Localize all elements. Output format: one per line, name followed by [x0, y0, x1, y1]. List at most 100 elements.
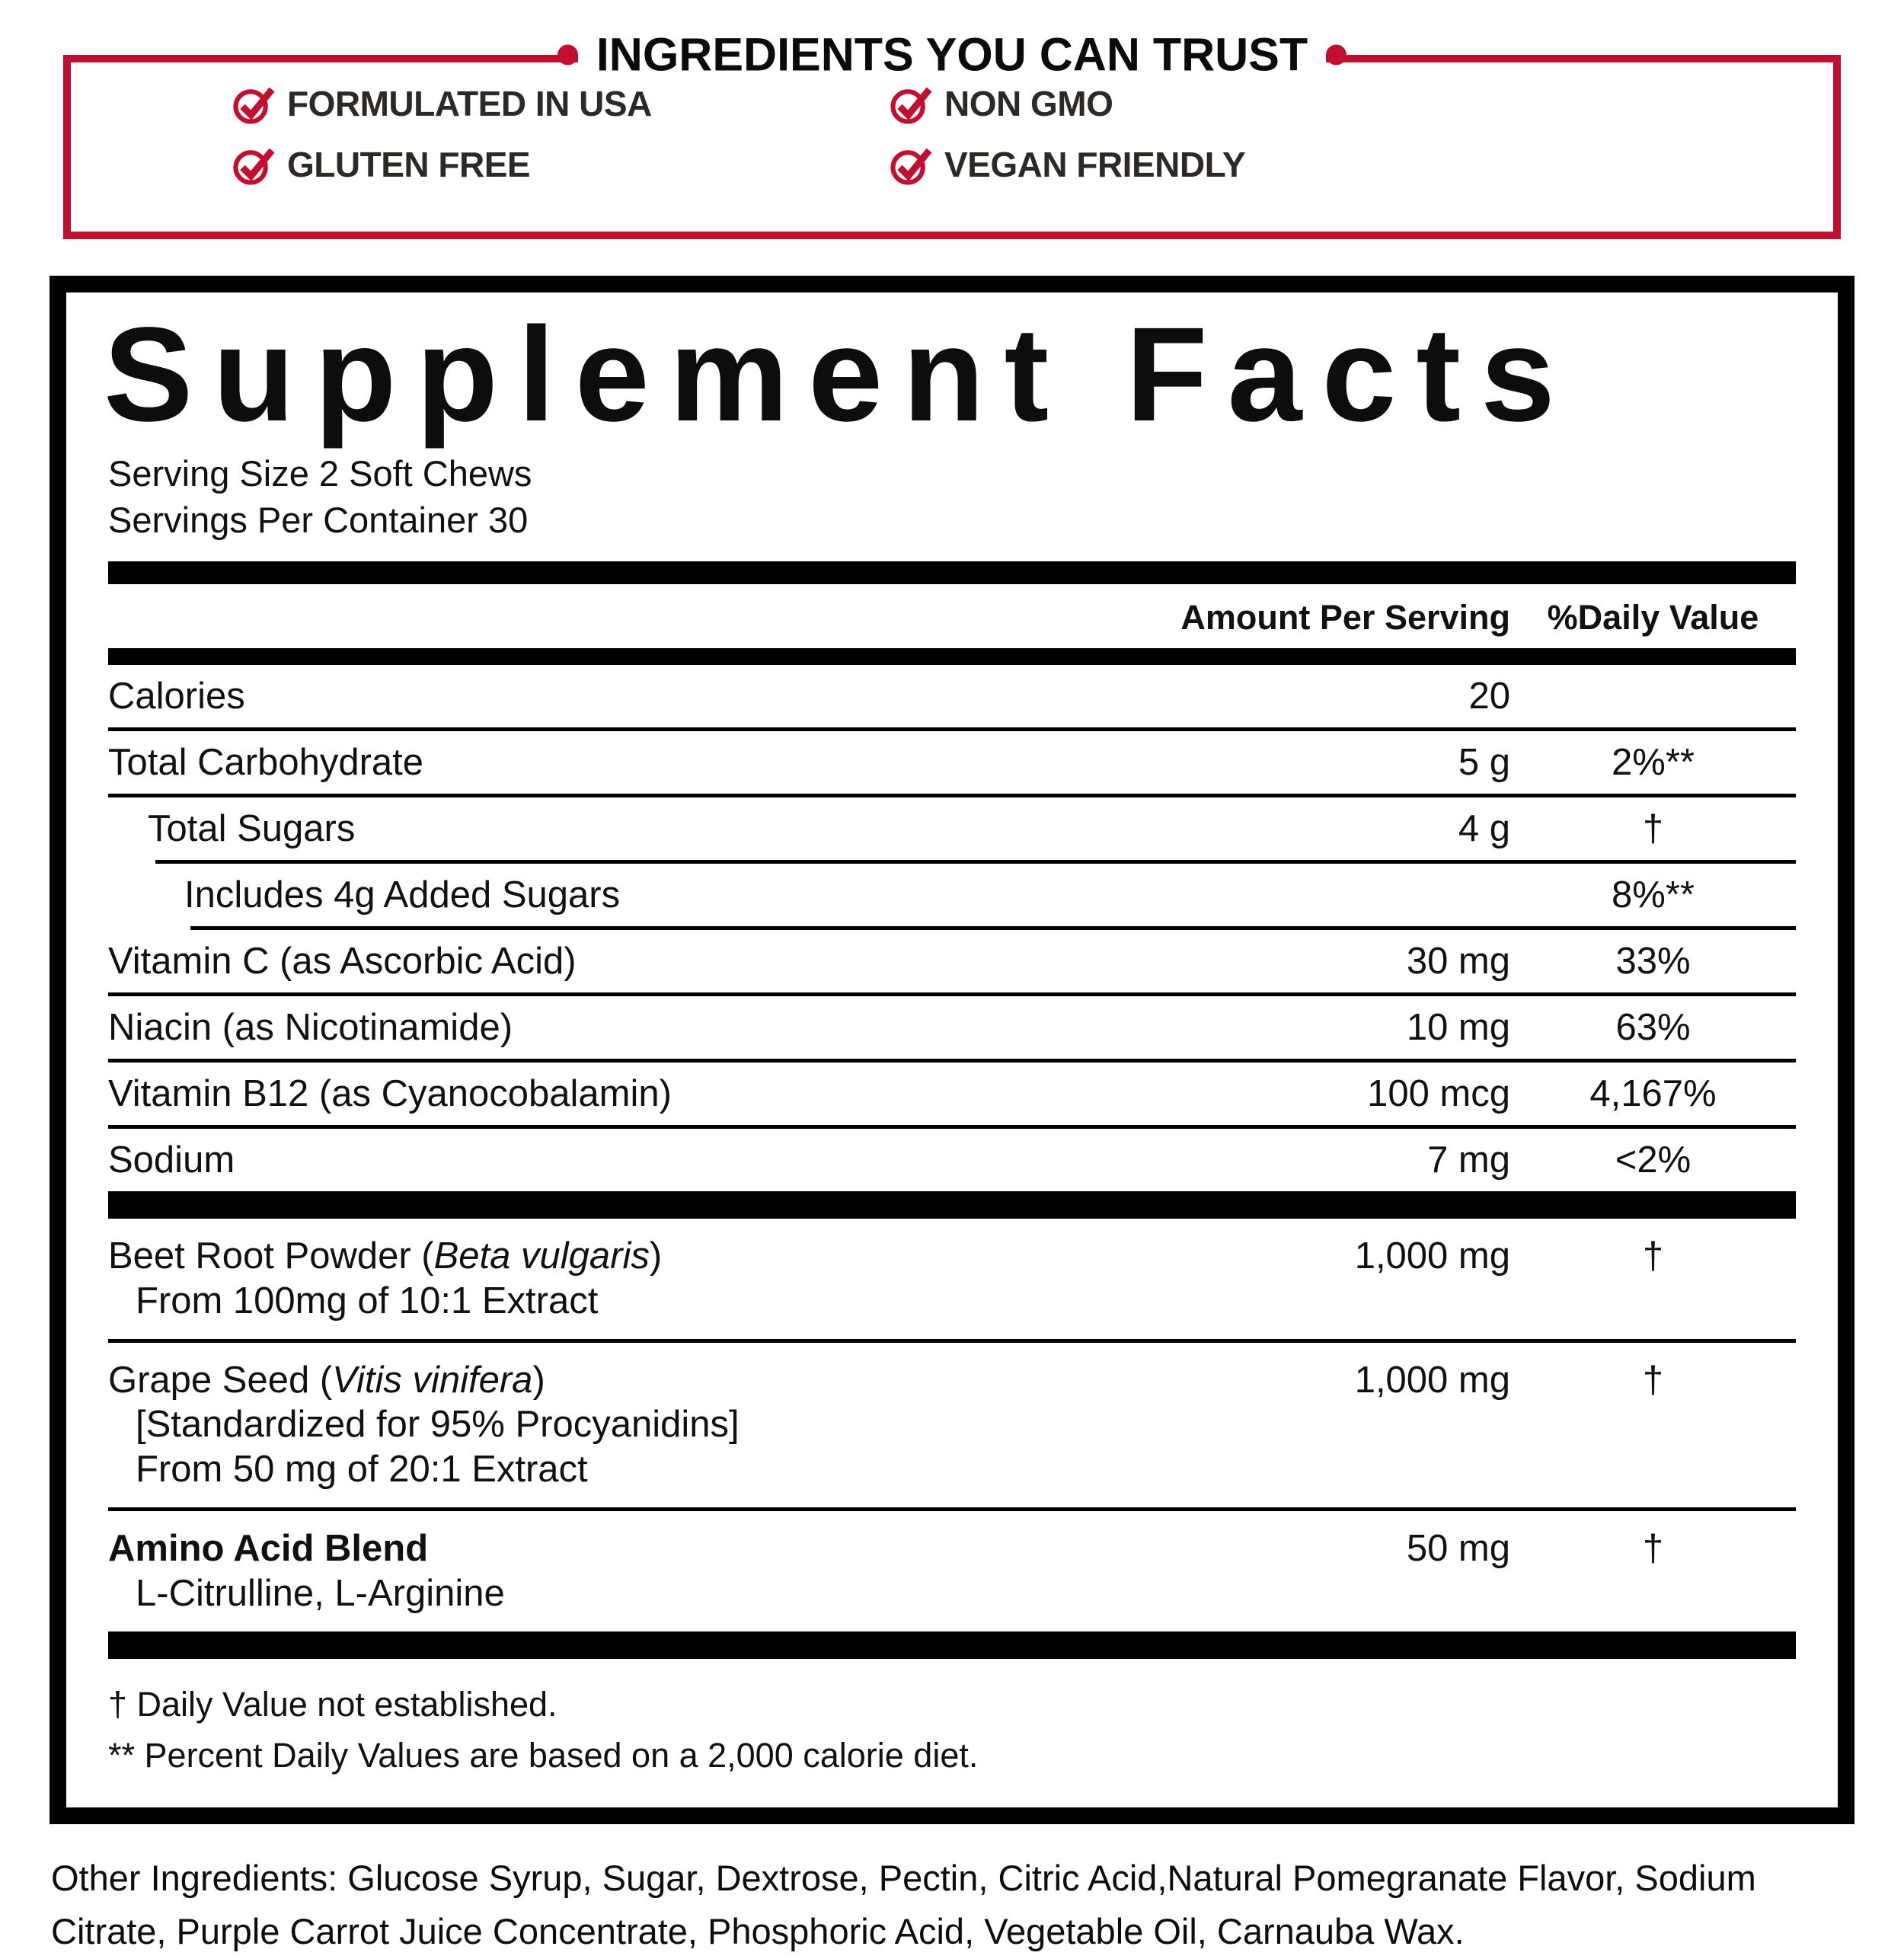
daily-value: 63%: [1615, 1006, 1691, 1048]
daily-value: [1510, 675, 1796, 717]
nutrient-name: Vitamin C (as Ascorbic Acid): [108, 940, 577, 982]
nutrient-name: Niacin (as Nicotinamide): [108, 1006, 513, 1048]
amount-per-serving-value: [1251, 874, 1510, 916]
amount-per-serving-value: 5 g: [1458, 741, 1510, 783]
table-row: Amino Acid Blend L-Citrulline, L-Arginine…: [108, 1511, 1796, 1631]
nutrient-name: Calories: [108, 675, 245, 717]
name-text: Grape Seed (: [108, 1359, 333, 1401]
row-separator: [108, 1058, 1796, 1063]
daily-value: 33%: [1615, 940, 1691, 982]
nutrient-detail: L-Citrulline, L-Arginine: [136, 1572, 505, 1614]
row-separator: [190, 925, 1796, 930]
amount-per-serving-value: 1,000 mg: [1354, 1235, 1510, 1277]
other-ingredients: Other Ingredients: Glucose Syrup, Sugar,…: [51, 1857, 1756, 1952]
footnote-dagger: † Daily Value not established.: [108, 1684, 557, 1724]
trust-title: INGREDIENTS YOU CAN TRUST: [577, 31, 1327, 78]
species-name: Beta vulgaris: [433, 1235, 650, 1277]
trust-item: GLUTEN FREE: [232, 143, 890, 186]
amount-per-serving-value: 100 mcg: [1367, 1072, 1510, 1114]
row-separator: [108, 793, 1796, 797]
nutrient-name: Amino Acid Blend L-Citrulline, L-Arginine: [108, 1526, 1251, 1616]
nutrient-name: Total Sugars: [148, 807, 356, 849]
daily-value: †: [1642, 807, 1664, 849]
check-circle-icon: [890, 82, 932, 125]
column-headers: Amount Per Serving %Daily Value: [108, 584, 1796, 648]
trust-item: FORMULATED IN USA: [232, 82, 890, 125]
check-circle-icon: [232, 82, 275, 125]
footnotes: † Daily Value not established. ** Percen…: [108, 1659, 1796, 1807]
trust-item-label: FORMULATED IN USA: [287, 83, 652, 123]
trust-item-label: GLUTEN FREE: [287, 144, 531, 184]
table-row: Includes 4g Added Sugars 8%**: [108, 864, 1796, 926]
footnote-daily-values: ** Percent Daily Values are based on a 2…: [108, 1736, 979, 1775]
botanical-rows: Beet Root Powder (Beta vulgaris) From 100…: [108, 1219, 1796, 1631]
daily-value: 8%**: [1612, 874, 1695, 916]
panel-title: Supplement Facts: [104, 300, 1575, 449]
nutrient-name: Beet Root Powder (Beta vulgaris) From 100…: [108, 1234, 1251, 1324]
nutrient-detail: [Standardized for 95% Procyanidins]: [136, 1404, 740, 1446]
amount-per-serving-value: 20: [1468, 675, 1510, 717]
daily-value: †: [1642, 1235, 1664, 1277]
table-row: Vitamin B12 (as Cyanocobalamin) 100 mcg 4,…: [108, 1063, 1796, 1125]
nutrient-rows: Calories 20 Total Carbohydrate 5 g 2%** Total…: [108, 665, 1796, 1191]
table-row: Total Sugars 4 g †: [108, 797, 1796, 860]
amount-per-serving-value: 30 mg: [1406, 940, 1510, 982]
amount-per-serving-value: 4 g: [1458, 807, 1510, 849]
amount-per-serving-value: 50 mg: [1406, 1527, 1510, 1569]
amount-per-serving-value: 10 mg: [1406, 1006, 1510, 1048]
nutrient-name: Grape Seed (Vitis vinifera) [Standardized…: [108, 1358, 1251, 1492]
nutrient-name: Vitamin B12 (as Cyanocobalamin): [108, 1072, 672, 1114]
species-name: Vitis vinifera: [332, 1359, 533, 1401]
trust-title-row: INGREDIENTS YOU CAN TRUST: [63, 31, 1841, 78]
supplement-facts-panel: Supplement Facts Serving Size 2 Soft Che…: [50, 276, 1854, 1824]
row-separator: [155, 859, 1796, 864]
amount-per-serving-value: 7 mg: [1427, 1139, 1510, 1181]
check-circle-icon: [232, 143, 275, 186]
amount-per-serving-header: Amount Per Serving: [1180, 597, 1510, 637]
section-bar: [108, 647, 1796, 665]
nutrient-name: Includes 4g Added Sugars: [184, 874, 621, 916]
serving-size: Serving Size 2 Soft Chews: [108, 452, 532, 494]
table-row: Sodium 7 mg <2%: [108, 1129, 1796, 1191]
name-text: Amino Acid Blend: [108, 1527, 429, 1569]
nutrient-name-main: Grape Seed (Vitis vinifera): [108, 1358, 1251, 1403]
row-separator: [108, 1338, 1796, 1343]
table-row: Total Carbohydrate 5 g 2%**: [108, 731, 1796, 794]
table-row: Niacin (as Nicotinamide) 10 mg 63%: [108, 996, 1796, 1059]
daily-value: 2%**: [1612, 741, 1695, 783]
nutrient-detail: From 100mg of 10:1 Extract: [136, 1280, 599, 1321]
table-row: Beet Root Powder (Beta vulgaris) From 100…: [108, 1219, 1796, 1339]
trust-item-label: VEGAN FRIENDLY: [944, 144, 1246, 184]
check-circle-icon: [890, 143, 932, 186]
table-row: Grape Seed (Vitis vinifera) [Standardized…: [108, 1343, 1796, 1507]
section-bar: [108, 1190, 1796, 1219]
trust-column-right: NON GMO VEGAN FRIENDLY: [890, 82, 1833, 186]
daily-value-header: %Daily Value: [1547, 597, 1759, 637]
daily-value: 4,167%: [1589, 1072, 1717, 1114]
nutrient-name: Total Carbohydrate: [108, 741, 424, 783]
nutrient-name: Sodium: [108, 1139, 235, 1181]
servings-per-container: Servings Per Container 30: [108, 499, 529, 540]
nutrient-name-main: Beet Root Powder (Beta vulgaris): [108, 1234, 1251, 1279]
daily-value: †: [1642, 1359, 1664, 1401]
table-row: Vitamin C (as Ascorbic Acid) 30 mg 33%: [108, 930, 1796, 992]
daily-value: <2%: [1615, 1139, 1692, 1181]
label-page: INGREDIENTS YOU CAN TRUST FORMULATED IN …: [50, 31, 1854, 1951]
name-text: Beet Root Powder (: [108, 1235, 434, 1277]
trust-column-left: FORMULATED IN USA GLUTEN FREE: [71, 82, 890, 186]
trust-item: VEGAN FRIENDLY: [890, 143, 1833, 186]
line-end-dot: [557, 44, 578, 66]
serving-info: Serving Size 2 Soft Chews Servings Per C…: [108, 450, 1796, 543]
name-text: ): [649, 1235, 663, 1277]
trust-badge-box: INGREDIENTS YOU CAN TRUST FORMULATED IN …: [63, 31, 1841, 239]
line-end-dot: [1326, 44, 1347, 66]
trust-item-label: NON GMO: [944, 83, 1113, 123]
row-separator: [108, 1507, 1796, 1511]
section-bar: [108, 1631, 1796, 1659]
row-separator: [108, 1124, 1796, 1129]
trust-item: NON GMO: [890, 82, 1833, 125]
row-separator: [108, 727, 1796, 731]
row-separator: [108, 992, 1796, 996]
name-text: ): [532, 1359, 545, 1401]
nutrient-name-main: Amino Acid Blend: [108, 1526, 1251, 1571]
